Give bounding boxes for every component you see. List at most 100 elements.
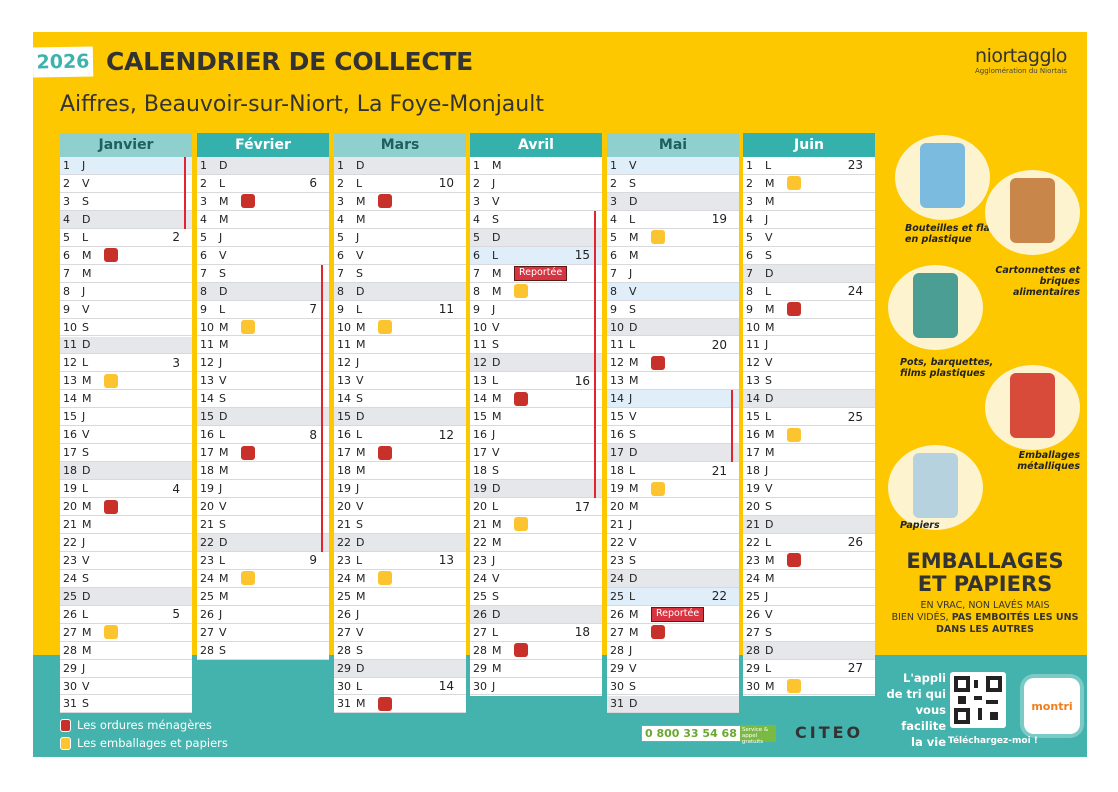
day-row: 8 L 24 (743, 283, 875, 301)
day-letter: V (629, 661, 637, 675)
day-letter: J (219, 607, 223, 621)
day-letter: S (765, 625, 772, 639)
day-row: 12 J (334, 354, 466, 373)
day-number: 18 (746, 464, 760, 478)
day-row: 31 S (60, 696, 192, 714)
emballages-marker (514, 284, 528, 299)
day-number: 16 (473, 428, 487, 442)
day-row: 14 S (197, 390, 329, 409)
day-row: 22 M (470, 534, 602, 552)
day-letter: D (629, 194, 638, 208)
day-letter: M (219, 194, 229, 208)
legend-ordures: Les ordures ménagères (60, 718, 212, 732)
day-letter: V (765, 356, 773, 370)
day-letter: S (492, 589, 499, 603)
day-letter: D (765, 392, 774, 406)
day-letter: D (356, 535, 365, 549)
day-number: 2 (746, 176, 753, 190)
day-letter: S (219, 517, 226, 531)
day-number: 27 (746, 625, 760, 639)
day-letter: M (219, 320, 229, 334)
phone-contact[interactable]: 0 800 33 54 68 Service & appel gratuits (641, 725, 776, 745)
day-number: 3 (746, 194, 753, 208)
emballages-marker (104, 373, 118, 388)
montri-app-logo[interactable]: montri (1024, 678, 1080, 734)
day-letter: S (82, 320, 89, 334)
day-row: 14 D (743, 390, 875, 409)
day-row: 22 J (60, 534, 192, 552)
day-row: 10 S (60, 319, 192, 337)
week-number: 17 (574, 499, 590, 514)
day-number: 8 (473, 284, 480, 298)
month-header: Juin (743, 133, 875, 157)
day-letter: V (492, 194, 500, 208)
day-row: 17 D (607, 444, 739, 463)
emballages-marker (787, 427, 801, 442)
day-number: 12 (473, 356, 487, 370)
day-number: 19 (63, 482, 77, 496)
day-row: 6 L 15 (470, 246, 602, 265)
day-letter: J (492, 553, 496, 567)
day-letter: M (765, 176, 775, 190)
day-number: 11 (337, 338, 351, 352)
day-number: 5 (473, 230, 480, 244)
day-row: 28 S (197, 642, 329, 660)
day-number: 17 (746, 446, 760, 460)
day-letter: J (629, 517, 633, 531)
day-row: 22 V (607, 534, 739, 552)
school-holiday-line (594, 210, 596, 499)
download-label[interactable]: Téléchargez-moi ! (948, 736, 1038, 746)
day-letter: D (492, 482, 501, 496)
day-letter: L (82, 230, 89, 244)
day-letter: M (82, 625, 92, 639)
day-letter: V (629, 284, 637, 298)
day-letter: D (82, 338, 91, 352)
day-letter: S (219, 266, 226, 280)
day-row: 19 J (334, 480, 466, 499)
day-letter: M (356, 338, 366, 352)
ordures-marker (514, 391, 528, 406)
day-letter: M (356, 589, 366, 603)
day-number: 27 (473, 625, 487, 639)
day-letter: L (765, 661, 772, 675)
day-letter: L (629, 212, 636, 226)
day-number: 13 (610, 374, 624, 388)
day-row: 27 M (60, 624, 192, 642)
day-number: 27 (610, 625, 624, 639)
day-row: 10 V (470, 319, 602, 337)
day-row: 1 L 23 (743, 157, 875, 175)
day-letter: J (629, 643, 633, 657)
day-number: 16 (610, 428, 624, 442)
day-number: 20 (200, 500, 214, 514)
day-number: 5 (63, 230, 70, 244)
day-row: 28 J (607, 642, 739, 660)
day-number: 29 (473, 661, 487, 675)
month-header: Avril (470, 133, 602, 157)
day-number: 20 (746, 500, 760, 514)
day-row: 9 L 11 (334, 301, 466, 319)
day-letter: L (219, 176, 226, 190)
day-letter: M (356, 320, 366, 334)
day-number: 26 (746, 607, 760, 621)
citeo-logo: CITEO (795, 723, 864, 742)
day-row: 22 L 26 (743, 534, 875, 552)
ordures-marker (514, 643, 528, 658)
month-1: Février 1 D 2 L 6 3 M 4 M 5 J 6 V 7 S 8 D 9 L 7 10 M 11 M 12 J 13 V 1… (197, 133, 329, 660)
week-number: 23 (847, 158, 863, 173)
communes-subtitle: Aiffres, Beauvoir-sur-Niort, La Foye-Mon… (60, 92, 544, 117)
day-letter: J (82, 158, 86, 172)
day-row: 17 V (470, 444, 602, 463)
day-number: 9 (200, 302, 207, 316)
day-letter: V (765, 607, 773, 621)
qr-code-icon[interactable] (950, 672, 1006, 728)
day-letter: M (492, 661, 502, 675)
